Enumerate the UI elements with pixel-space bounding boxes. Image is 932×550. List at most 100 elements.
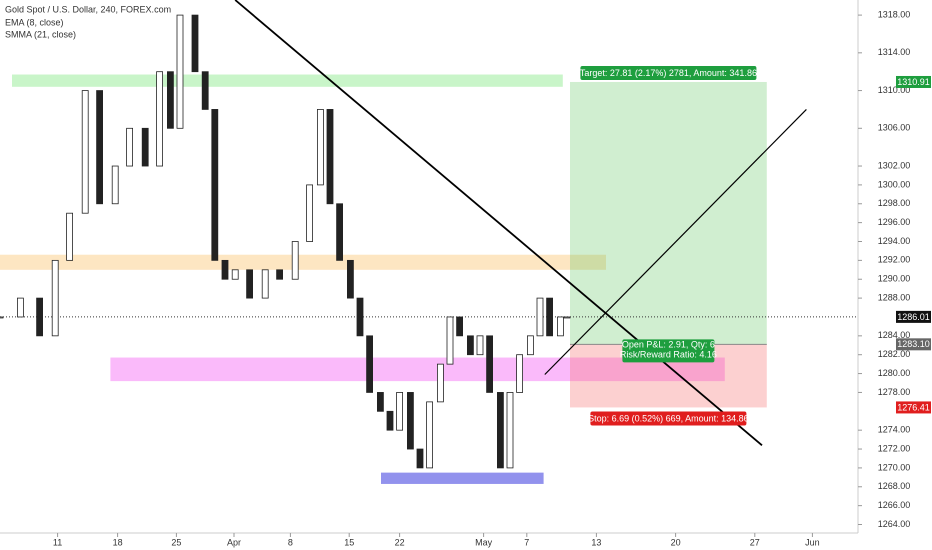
stop-label-bg	[590, 411, 747, 426]
x-tick-label: 7	[524, 537, 529, 547]
y-tick-label: 1288.00	[878, 292, 911, 302]
candle	[376, 392, 384, 412]
candle	[366, 335, 374, 393]
candle	[16, 297, 24, 318]
x-tick-label: 8	[288, 537, 293, 547]
candle	[356, 297, 364, 337]
candle	[536, 297, 544, 337]
y-tick-label: 1298.00	[878, 198, 911, 208]
x-tick-label: 15	[344, 537, 354, 547]
candle	[516, 354, 523, 393]
zone	[110, 357, 725, 382]
candle	[557, 316, 564, 337]
target-label-bg	[580, 65, 757, 80]
x-tick-label: Jun	[805, 537, 820, 547]
candle	[396, 392, 404, 431]
price-badge-label: 1283.10	[897, 339, 930, 349]
indicator-label: EMA (8, close)	[5, 17, 64, 27]
candle	[336, 203, 344, 261]
candle	[326, 109, 334, 205]
price-badge-label: 1286.01	[897, 312, 930, 322]
candle	[166, 71, 174, 129]
candle	[476, 335, 484, 356]
pnl-label: Open P&L: 2.91, Qty: 6	[622, 340, 715, 350]
price-badge	[896, 401, 931, 414]
x-tick-label: 13	[591, 537, 601, 547]
y-tick-label: 1278.00	[878, 387, 911, 397]
zone	[12, 74, 563, 87]
candle	[291, 241, 299, 280]
trendline	[544, 109, 807, 375]
price-badge	[896, 75, 931, 88]
candle	[563, 316, 571, 319]
y-tick-label: 1284.00	[878, 330, 911, 340]
candle	[141, 127, 149, 167]
candle	[126, 127, 133, 167]
candle	[211, 109, 219, 261]
y-tick-label: 1302.00	[878, 160, 911, 170]
candle	[546, 297, 553, 337]
y-tick-label: 1268.00	[878, 481, 911, 491]
x-tick-label: 22	[395, 537, 405, 547]
candle	[496, 392, 504, 469]
y-tick-label: 1290.00	[878, 274, 911, 284]
y-tick-label: 1318.00	[878, 9, 911, 19]
candle	[221, 259, 229, 280]
candle	[66, 212, 73, 261]
chart-title: Gold Spot / U.S. Dollar, 240, FOREX.com	[5, 4, 171, 14]
y-tick-label: 1274.00	[878, 425, 911, 435]
candle	[201, 71, 209, 110]
indicator-label: SMMA (21, close)	[5, 29, 76, 39]
candle	[246, 269, 254, 299]
y-tick-label: 1296.00	[878, 217, 911, 227]
x-tick-label: 18	[113, 537, 123, 547]
x-tick-label: 27	[750, 537, 760, 547]
candle	[81, 90, 89, 214]
zone	[381, 472, 544, 484]
candle	[446, 316, 454, 365]
candle	[386, 410, 394, 431]
candle	[486, 335, 494, 393]
y-tick-label: 1280.00	[878, 368, 911, 378]
candle	[436, 363, 444, 403]
x-tick-label: Apr	[227, 537, 241, 547]
pnl-label-bg	[622, 339, 715, 363]
candle	[346, 259, 354, 299]
profit-zone	[570, 81, 767, 345]
y-tick-label: 1306.00	[878, 123, 911, 133]
candle	[156, 71, 164, 167]
y-tick-label: 1264.00	[878, 519, 911, 529]
trendline	[234, 0, 763, 446]
candle	[276, 269, 284, 280]
x-tick-label: 20	[671, 537, 681, 547]
price-badge-label: 1276.41	[897, 402, 930, 412]
y-tick-label: 1266.00	[878, 500, 911, 510]
candle	[406, 392, 414, 450]
zone	[0, 254, 606, 270]
candle	[456, 316, 464, 337]
candle	[466, 335, 474, 356]
x-tick-label: May	[475, 537, 493, 547]
candle	[316, 109, 324, 186]
y-tick-label: 1282.00	[878, 349, 911, 359]
candle	[506, 392, 514, 469]
price-badge	[896, 338, 931, 351]
rr-label: Risk/Reward Ratio: 4.16	[620, 350, 717, 360]
candle	[96, 90, 103, 205]
candle	[426, 401, 434, 469]
y-tick-label: 1294.00	[878, 236, 911, 246]
stop-label: Stop: 6.69 (0.52%) 669, Amount: 134.86	[588, 413, 749, 423]
y-tick-label: 1300.00	[878, 179, 911, 189]
candle	[36, 297, 43, 337]
x-tick-label: 25	[171, 537, 181, 547]
y-tick-label: 1292.00	[878, 255, 911, 265]
y-tick-label: 1270.00	[878, 462, 911, 472]
candle	[111, 165, 119, 205]
y-tick-label: 1310.00	[878, 85, 911, 95]
y-tick-label: 1272.00	[878, 443, 911, 453]
candle	[231, 269, 239, 280]
y-tick-label: 1314.00	[878, 47, 911, 57]
